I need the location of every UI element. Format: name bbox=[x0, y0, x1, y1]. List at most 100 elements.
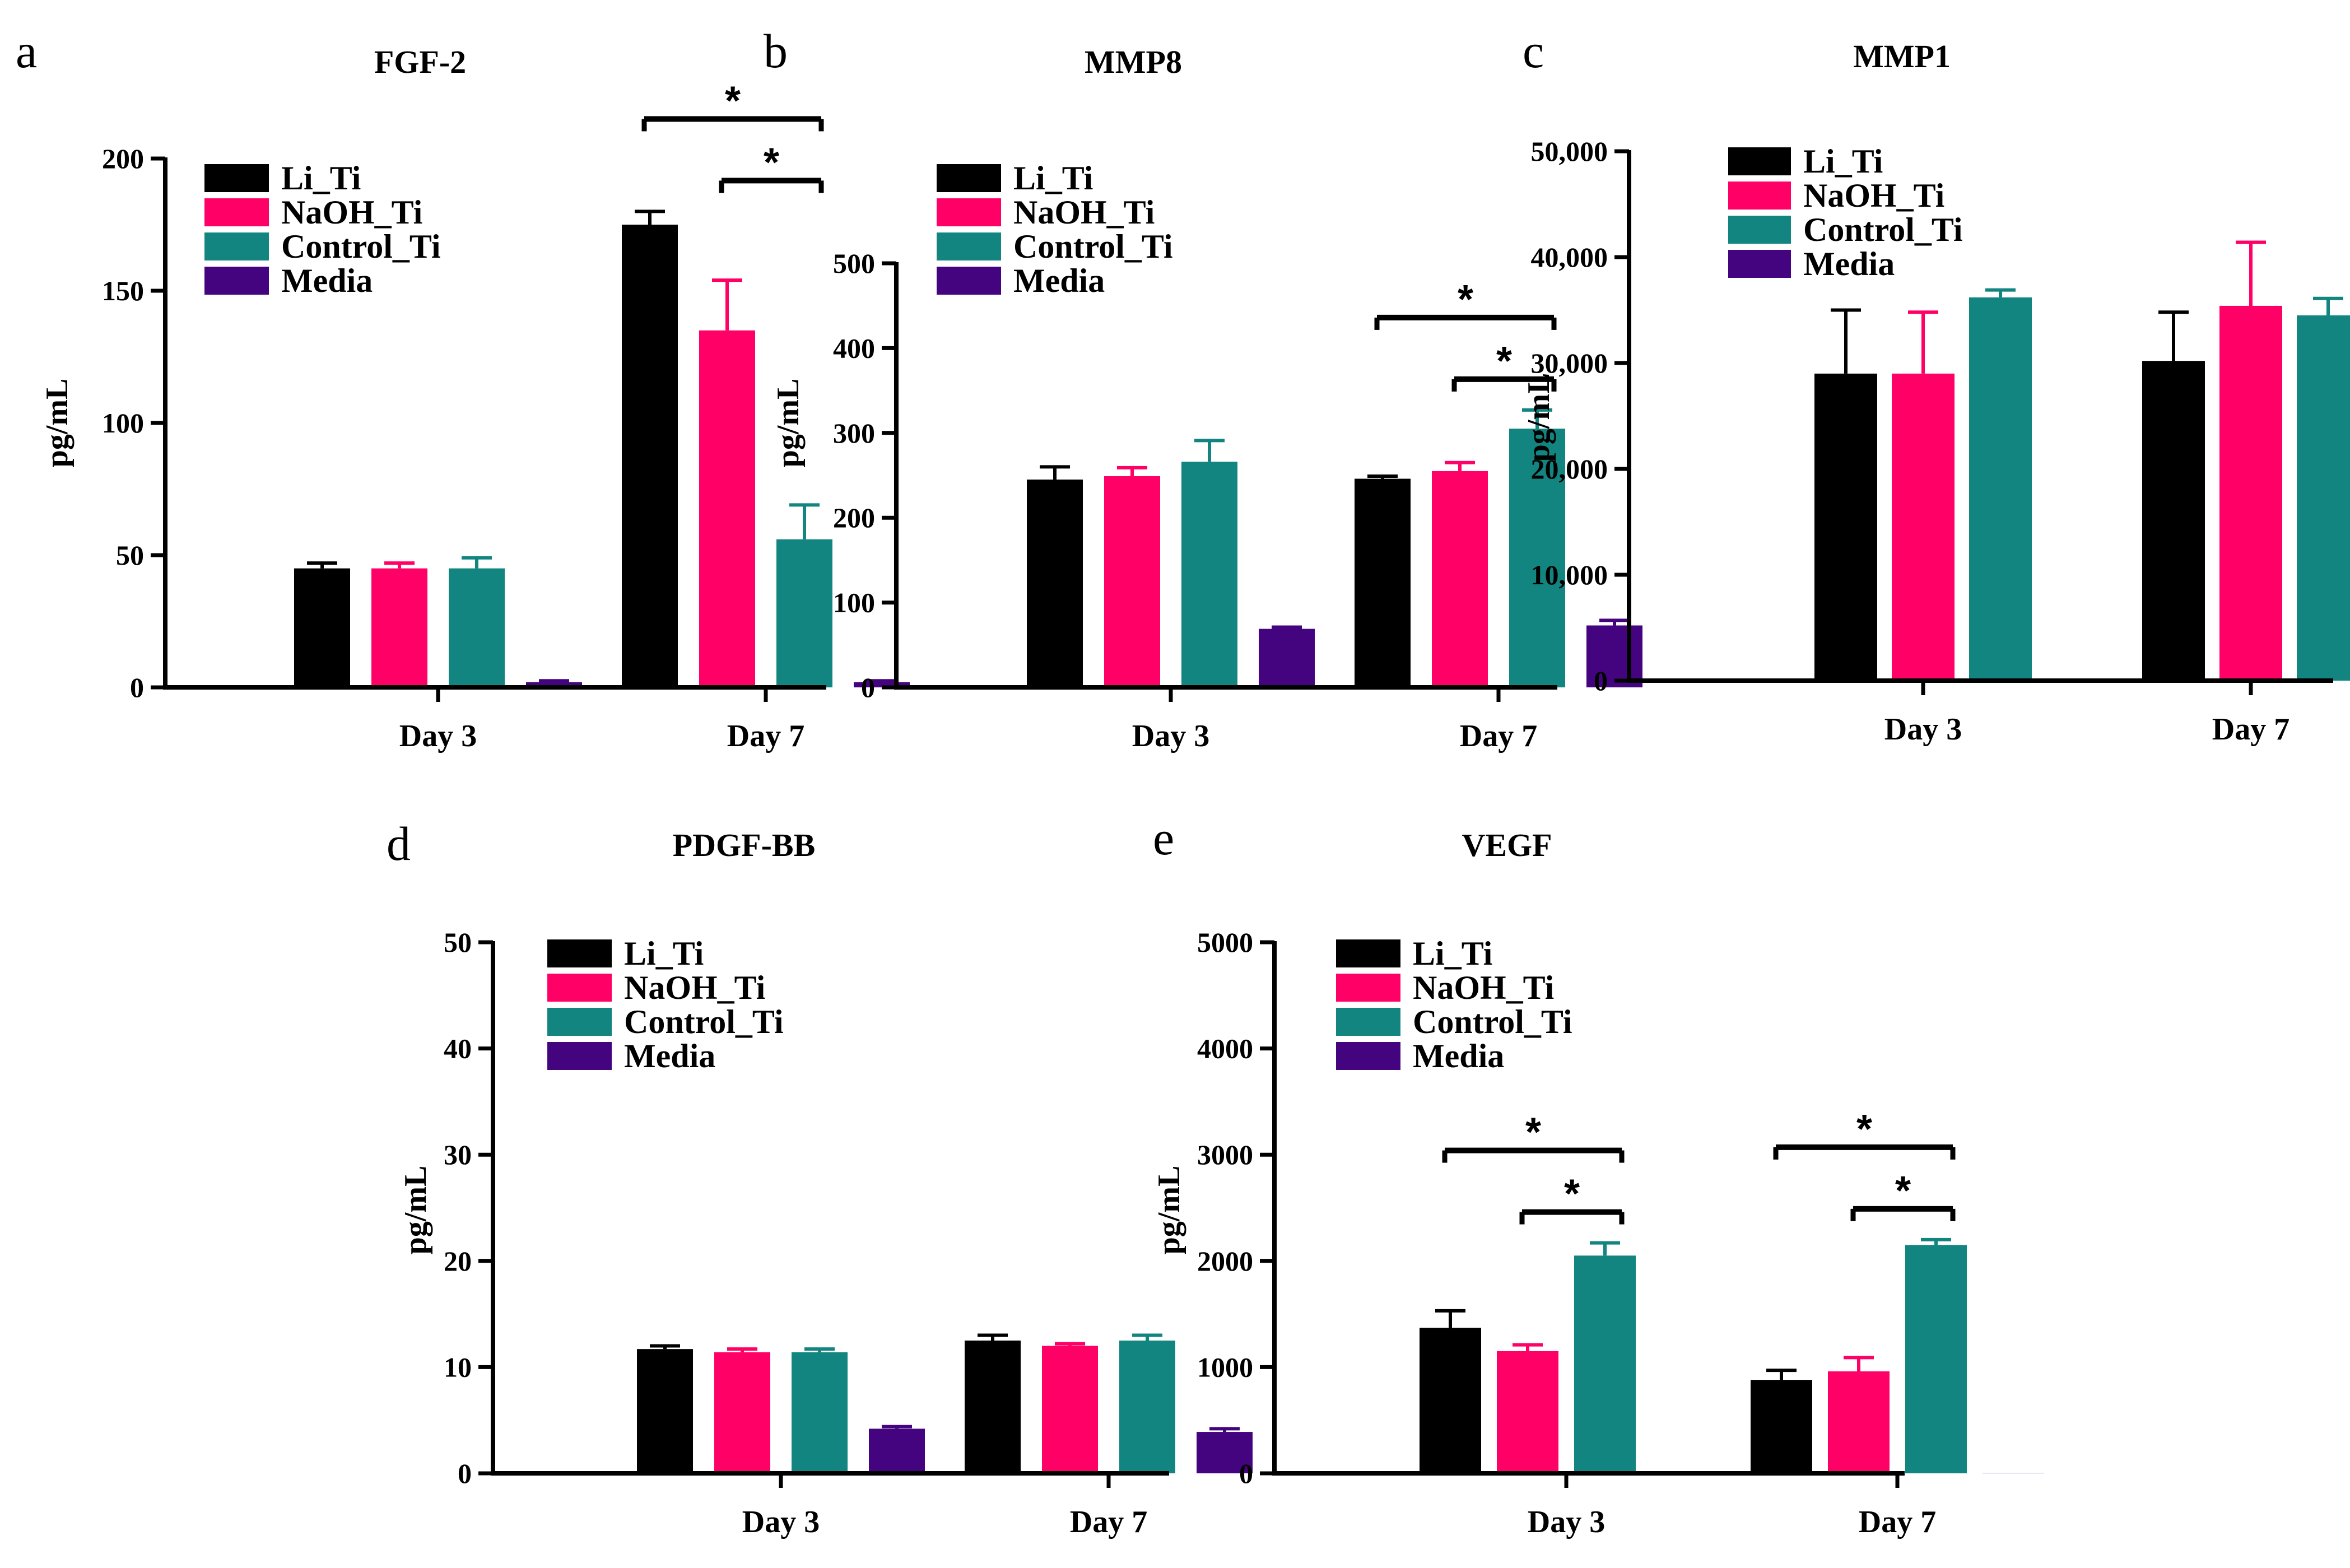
chart-c-y-tick-label: 10,000 bbox=[1531, 559, 1608, 590]
chart-e-legend-swatch-li-ti bbox=[1336, 939, 1400, 967]
chart-a-legend-swatch-media bbox=[204, 267, 269, 295]
chart-e-y-tick-label: 2000 bbox=[1197, 1245, 1253, 1277]
chart-e-legend-swatch-naoh-ti bbox=[1336, 974, 1400, 1002]
chart-b-x-tick-label-day-7: Day 7 bbox=[1460, 719, 1537, 753]
chart-a-li-ti-day-7-bar bbox=[622, 225, 678, 687]
chart-c-y-tick-label: 30,000 bbox=[1531, 347, 1608, 379]
chart-c-legend-label-naoh-ti: NaOH_Ti bbox=[1803, 177, 1944, 214]
chart-e-significance-1-star: * bbox=[1564, 1172, 1580, 1217]
chart-a-y-tick-label: 50 bbox=[116, 539, 144, 571]
chart-b-title: MMP8 bbox=[1085, 44, 1182, 80]
chart-c-li-ti-day-7-bar bbox=[2142, 361, 2205, 681]
chart-d-media-day-7-bar bbox=[1197, 1432, 1253, 1473]
chart-c-li-ti-day-3-bar bbox=[1814, 373, 1877, 681]
chart-b-legend-swatch-naoh-ti bbox=[937, 198, 1001, 226]
chart-d-legend-label-media: Media bbox=[624, 1037, 715, 1074]
chart-b-li-ti-day-7-bar bbox=[1355, 478, 1411, 687]
chart-a-significance-0-star: * bbox=[725, 78, 741, 123]
chart-d-panel-letter: d bbox=[387, 817, 411, 871]
chart-b-legend-label-control-ti: Control_Ti bbox=[1013, 228, 1173, 265]
chart-a-legend-swatch-control-ti bbox=[204, 232, 269, 260]
chart-c-y-tick-label: 0 bbox=[1594, 665, 1608, 696]
chart-b-legend-swatch-li-ti bbox=[937, 164, 1001, 192]
chart-d-control-ti-day-7-bar bbox=[1119, 1341, 1175, 1473]
chart-e-media-day-7-bar bbox=[1983, 1473, 2044, 1474]
chart-e-y-tick-label: 3000 bbox=[1197, 1139, 1253, 1170]
chart-d-naoh-ti-day-3-bar bbox=[714, 1352, 770, 1473]
chart-a-naoh-ti-day-7-bar bbox=[699, 330, 755, 687]
chart-e-y-tick-label: 0 bbox=[1239, 1458, 1253, 1489]
chart-a-x-tick-label-day-3: Day 3 bbox=[399, 719, 477, 753]
chart-b-legend-label-li-ti: Li_Ti bbox=[1013, 160, 1093, 197]
chart-a-title: FGF-2 bbox=[374, 44, 466, 80]
chart-d-y-tick-label: 40 bbox=[444, 1033, 472, 1064]
chart-b-legend-label-naoh-ti: NaOH_Ti bbox=[1013, 194, 1155, 231]
chart-c-control-ti-day-3-bar bbox=[1969, 297, 2032, 681]
chart-e: e VEGF pg/mL 0 1000 2000 3000 4000 5000 Day 3 Day … bbox=[1152, 811, 2044, 1539]
chart-d-legend-swatch-control-ti bbox=[547, 1008, 612, 1036]
chart-a-legend-label-media: Media bbox=[281, 262, 373, 299]
chart-b-y-tick-label: 200 bbox=[833, 502, 875, 533]
chart-e-significance-0-star: * bbox=[1525, 1110, 1541, 1155]
chart-a-x-tick-label-day-7: Day 7 bbox=[727, 719, 804, 753]
chart-d-y-tick-label: 30 bbox=[444, 1139, 472, 1170]
chart-b-significance-1-star: * bbox=[1496, 339, 1512, 384]
chart-d-y-axis-label: pg/mL bbox=[398, 1166, 433, 1255]
chart-e-title: VEGF bbox=[1462, 827, 1552, 863]
chart-b-legend-swatch-control-ti bbox=[937, 232, 1001, 260]
chart-d-y-tick-label: 10 bbox=[444, 1351, 472, 1383]
chart-e-legend-swatch-control-ti bbox=[1336, 1008, 1400, 1036]
chart-b-y-tick-label: 300 bbox=[833, 417, 875, 449]
chart-b-y-tick-label: 0 bbox=[861, 672, 875, 703]
chart-b-y-tick-label: 100 bbox=[833, 587, 875, 618]
chart-a-control-ti-day-7-bar bbox=[776, 539, 832, 687]
chart-a-y-tick-label: 150 bbox=[102, 275, 144, 306]
chart-a-panel-letter: a bbox=[16, 24, 37, 78]
chart-e-legend-label-media: Media bbox=[1413, 1037, 1504, 1074]
chart-b-legend-swatch-media bbox=[937, 267, 1001, 295]
chart-d-legend-swatch-naoh-ti bbox=[547, 974, 612, 1002]
chart-a-y-tick-label: 100 bbox=[102, 407, 144, 439]
chart-b-panel-letter: b bbox=[764, 24, 788, 78]
chart-d-legend-swatch-media bbox=[547, 1042, 612, 1070]
chart-c-legend-swatch-control-ti bbox=[1728, 216, 1791, 244]
chart-c-naoh-ti-day-3-bar bbox=[1892, 373, 1955, 681]
chart-a-significance-1-star: * bbox=[764, 140, 779, 185]
chart-e-naoh-ti-day-3-bar bbox=[1497, 1351, 1558, 1473]
chart-c-legend-label-li-ti: Li_Ti bbox=[1803, 143, 1883, 180]
chart-d-li-ti-day-3-bar bbox=[637, 1349, 693, 1473]
chart-a-y-tick-label: 0 bbox=[130, 672, 144, 703]
chart-e-li-ti-day-7-bar bbox=[1751, 1380, 1812, 1473]
chart-e-significance-2-star: * bbox=[1856, 1107, 1872, 1152]
chart-d-x-tick-label-day-7: Day 7 bbox=[1070, 1505, 1147, 1539]
chart-b-legend-label-media: Media bbox=[1013, 262, 1105, 299]
chart-d-title: PDGF-BB bbox=[673, 827, 816, 863]
chart-e-x-tick-label-day-3: Day 3 bbox=[1528, 1505, 1605, 1539]
chart-c-legend-swatch-media bbox=[1728, 250, 1791, 278]
chart-e-legend-label-naoh-ti: NaOH_Ti bbox=[1413, 969, 1554, 1006]
chart-d-y-tick-label: 20 bbox=[444, 1245, 472, 1277]
chart-a-li-ti-day-3-bar bbox=[294, 568, 350, 687]
chart-d-x-tick-label-day-3: Day 3 bbox=[742, 1505, 820, 1539]
chart-b-li-ti-day-3-bar bbox=[1027, 480, 1083, 687]
chart-c-y-axis-label: pg/mL bbox=[1521, 373, 1556, 462]
chart-e-significance-3-star: * bbox=[1895, 1169, 1911, 1213]
chart-a-legend-label-li-ti: Li_Ti bbox=[281, 160, 361, 197]
chart-d-media-day-3-bar bbox=[869, 1429, 925, 1473]
chart-e-legend-label-li-ti: Li_Ti bbox=[1413, 935, 1492, 972]
chart-d-li-ti-day-7-bar bbox=[965, 1341, 1021, 1473]
chart-b-x-tick-label-day-3: Day 3 bbox=[1132, 719, 1209, 753]
chart-b-media-day-3-bar bbox=[1259, 629, 1315, 687]
chart-a-y-tick-label: 200 bbox=[102, 143, 144, 174]
chart-d: d PDGF-BB pg/mL 0 10 20 30 40 50 Day 3 Day 7 Li_TiN… bbox=[387, 817, 1253, 1539]
chart-e-control-ti-day-7-bar bbox=[1905, 1245, 1967, 1473]
chart-d-legend-label-li-ti: Li_Ti bbox=[624, 935, 704, 972]
chart-e-legend-label-control-ti: Control_Ti bbox=[1413, 1003, 1572, 1040]
chart-a-legend-swatch-li-ti bbox=[204, 164, 269, 192]
chart-e-naoh-ti-day-7-bar bbox=[1828, 1371, 1890, 1473]
chart-a-legend-label-control-ti: Control_Ti bbox=[281, 228, 441, 265]
chart-c-legend-swatch-li-ti bbox=[1728, 147, 1791, 175]
chart-c-y-tick-label: 40,000 bbox=[1531, 241, 1608, 273]
chart-e-li-ti-day-3-bar bbox=[1420, 1328, 1481, 1473]
chart-e-control-ti-day-3-bar bbox=[1574, 1255, 1636, 1473]
